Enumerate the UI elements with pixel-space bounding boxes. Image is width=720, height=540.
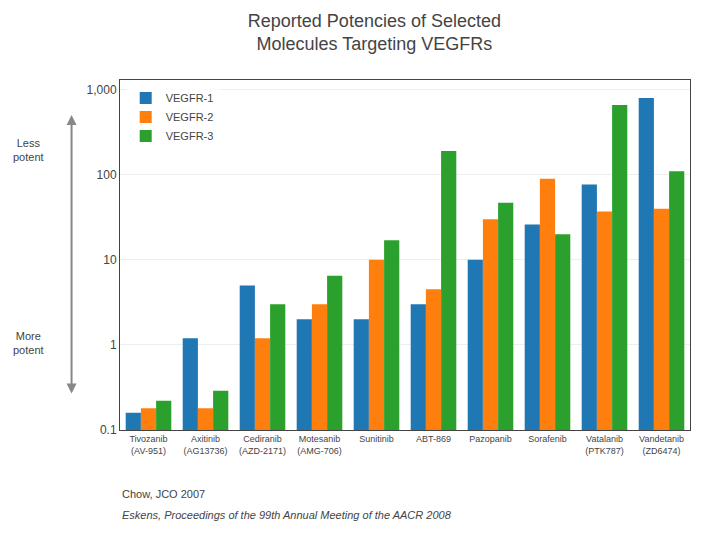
svg-text:Cediranib(AZD-2171): Cediranib(AZD-2171) (239, 434, 286, 456)
svg-text:Pazopanib: Pazopanib (469, 434, 512, 444)
svg-text:0.1: 0.1 (100, 423, 117, 437)
svg-text:1: 1 (110, 338, 117, 352)
svg-text:100: 100 (97, 168, 117, 182)
svg-text:10: 10 (103, 253, 117, 267)
svg-text:Vatalanib(PTK787): Vatalanib(PTK787) (585, 434, 624, 456)
svg-text:Motesanib(AMG-706): Motesanib(AMG-706) (297, 434, 342, 456)
svg-text:VEGFR-1: VEGFR-1 (166, 92, 214, 104)
svg-text:Vandetanib(ZD6474): Vandetanib(ZD6474) (639, 434, 684, 456)
svg-text:1,000: 1,000 (87, 83, 117, 97)
svg-text:Lesspotent: Lesspotent (13, 137, 44, 163)
svg-text:VEGFR-2: VEGFR-2 (166, 111, 214, 123)
svg-text:Sunitinib: Sunitinib (359, 434, 394, 444)
svg-text:ABT-869: ABT-869 (416, 434, 451, 444)
svg-text:Axitinib(AG13736): Axitinib(AG13736) (183, 434, 227, 456)
svg-text:VEGFR-3: VEGFR-3 (166, 130, 214, 142)
svg-text:Reported Potencies of Selected: Reported Potencies of SelectedMolecules … (248, 11, 501, 54)
svg-text:Tivozanib(AV-951): Tivozanib(AV-951) (129, 434, 167, 456)
svg-text:Eskens, Proceedings of the 99t: Eskens, Proceedings of the 99th Annual M… (122, 509, 452, 521)
svg-text:Sorafenib: Sorafenib (528, 434, 567, 444)
svg-text:Chow, JCO 2007: Chow, JCO 2007 (122, 488, 205, 500)
svg-text:Morepotent: Morepotent (13, 330, 44, 356)
